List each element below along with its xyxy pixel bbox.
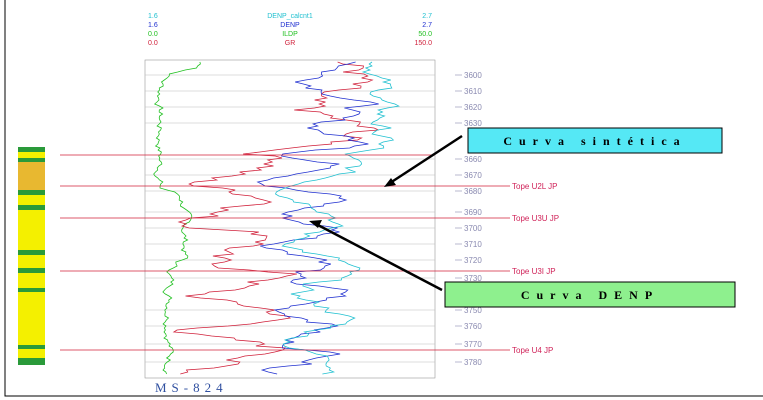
top-label: Tope U4 JP	[512, 346, 553, 355]
depth-label: 3750	[464, 306, 482, 315]
depth-label: 3630	[464, 119, 482, 128]
depth-label: 3620	[464, 103, 482, 112]
track	[144, 59, 436, 379]
frame	[4, 0, 763, 397]
scale-max: 2.7	[422, 13, 432, 20]
lithology-column	[18, 147, 45, 365]
scale-min: 1.6	[148, 22, 158, 29]
top-label: Tope U3I JP	[512, 267, 556, 276]
scale-name: GR	[285, 40, 296, 47]
top-label: Tope U2L JP	[512, 182, 558, 191]
callout-2: Curva DENP	[309, 220, 736, 308]
header: 1.6 DENP_calcnt1 2.7 1.6 DENP 2.7 0.0 ILDP 50.0 0…	[148, 13, 432, 47]
scale-name: ILDP	[282, 31, 298, 38]
tops: Tope U2L JP Tope U3U JP Tope U3I JP Tope U4…	[60, 154, 559, 355]
depth-label: 3730	[464, 274, 482, 283]
scale-name: DENP	[280, 22, 300, 29]
scale-max: 150.0	[414, 40, 432, 47]
depth-label: 3700	[464, 224, 482, 233]
callout-1: Curva sintética	[384, 127, 723, 187]
depth-label: 3680	[464, 187, 482, 196]
depth-label: 3690	[464, 208, 482, 217]
callout-label: Curva sintética	[503, 134, 686, 148]
depth-label: 3760	[464, 322, 482, 331]
depth-label: 3670	[464, 171, 482, 180]
depth-label: 3720	[464, 256, 482, 265]
scale-max: 2.7	[422, 22, 432, 29]
grid: 3600 3610 3620 3630 3660 3670 3680 3690 3700 3710…	[145, 71, 482, 367]
scale-max: 50.0	[418, 31, 432, 38]
depth-label: 3610	[464, 87, 482, 96]
depth-label: 3710	[464, 240, 482, 249]
top-label: Tope U3U JP	[512, 214, 559, 223]
scale-min: 0.0	[148, 40, 158, 47]
scale-min: 1.6	[148, 13, 158, 20]
scale-min: 0.0	[148, 31, 158, 38]
depth-label: 3770	[464, 340, 482, 349]
depth-label: 3600	[464, 71, 482, 80]
depth-label: 3780	[464, 358, 482, 367]
callout-label: Curva DENP	[521, 288, 659, 302]
scale-name: DENP_calcnt1	[267, 13, 313, 20]
well-name: MS-824	[155, 380, 228, 395]
depth-label: 3660	[464, 155, 482, 164]
